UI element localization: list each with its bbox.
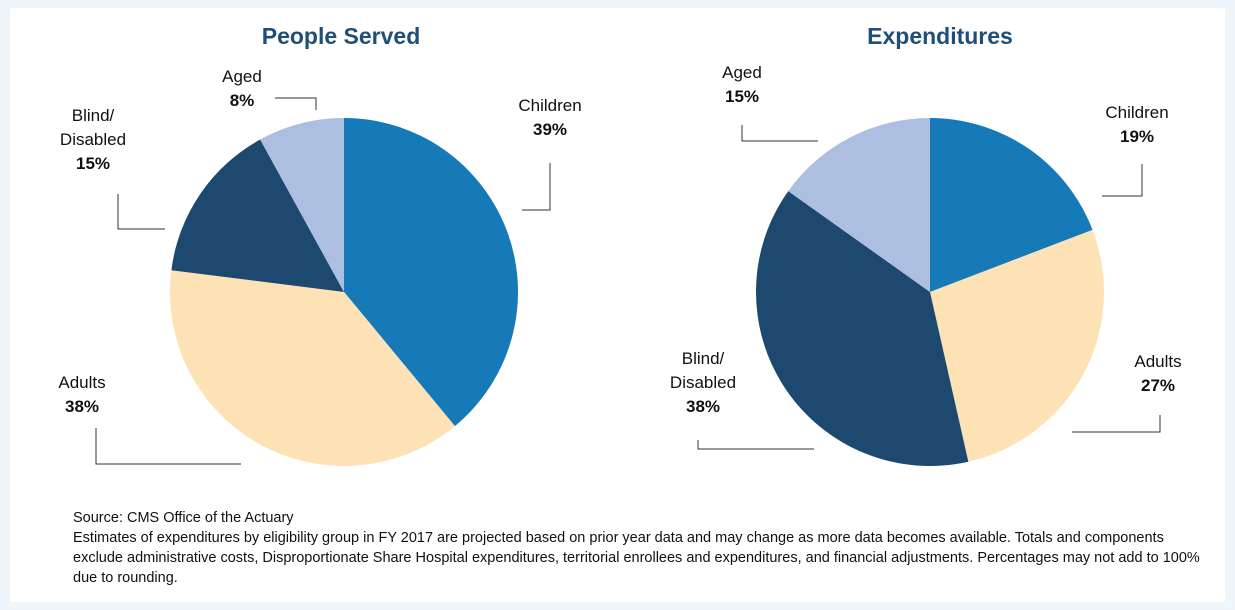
leader-line-blind-disabled [697,440,814,450]
chart-panel: People Served Children 39% Adults 38% Blind/D… [10,8,1225,602]
slice-value-blind-disabled: 38% [686,397,720,416]
pie-slice-aged [260,118,344,292]
slice-label-line: Aged [222,67,262,86]
slice-label-adults: Adults 38% [58,373,105,416]
leader-line-adults [95,428,241,465]
slice-label-line: Disabled [60,130,126,149]
slice-label-aged: Aged 15% [722,63,762,106]
slice-label-line: Aged [722,63,762,82]
slice-label-line: Children [518,96,581,115]
slice-label-line: Blind/ [682,349,725,368]
slice-value-blind-disabled: 15% [76,154,110,173]
slice-label-line: Blind/ [72,106,115,125]
slice-label-blind-disabled: Blind/Disabled 38% [670,349,736,416]
slice-value-aged: 15% [725,87,759,106]
pie-slice-blind-disabled [171,139,344,292]
chart-title: Expenditures [867,23,1013,49]
slice-label-line: Adults [1134,352,1181,371]
slice-value-adults: 38% [65,397,99,416]
pie-slice-adults [930,229,1104,462]
slice-label-adults: Adults 27% [1134,352,1181,395]
source-note: Source: CMS Office of the Actuary [73,510,294,526]
pie-slice-blind-disabled [756,191,969,466]
slice-value-children: 39% [533,120,567,139]
pie-slice-adults [169,270,455,467]
leader-line-adults [1072,415,1161,433]
leader-line-aged [741,125,818,142]
pie-chart-expenditures: Expenditures Children 19% Adults 27% Blind/Di… [670,23,1182,466]
leader-line-blind-disabled [117,194,165,230]
slice-label-children: Children 39% [518,96,581,139]
leader-line-children [522,163,551,211]
slice-label-aged: Aged 8% [222,67,262,110]
pie-slice-aged [788,118,930,292]
leader-line-aged [275,97,317,110]
slice-value-aged: 8% [230,91,255,110]
slice-label-children: Children 19% [1105,103,1168,146]
leader-line-children [1102,164,1143,197]
chart-notes: Source: CMS Office of the Actuary Estima… [73,508,1203,588]
slice-value-adults: 27% [1141,376,1175,395]
slice-label-line: Disabled [670,373,736,392]
pie-chart-people-served: People Served Children 39% Adults 38% Blind/D… [58,23,582,467]
slice-label-line: Children [1105,103,1168,122]
pie-slice-children [344,118,518,427]
slice-value-children: 19% [1120,127,1154,146]
slice-label-blind-disabled: Blind/Disabled 15% [60,106,126,173]
pie-slice-children [930,118,1093,292]
slice-label-line: Adults [58,373,105,392]
description-note: Estimates of expenditures by eligibility… [73,530,1200,586]
chart-title: People Served [262,23,421,49]
